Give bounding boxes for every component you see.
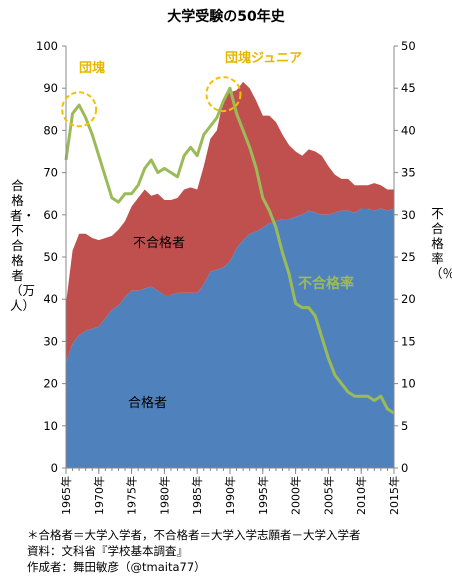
line-rejection-rate	[64, 86, 395, 415]
y-left-tick-label: 40	[43, 292, 58, 306]
y-left-tick-label: 50	[43, 250, 58, 264]
footnotes: ＊合格者＝大学入学者，不合格者＝大学入学志願者－大学入学者 資料：文科省『学校基…	[27, 527, 361, 575]
y-left-tick-label: 20	[43, 377, 58, 391]
callout-circle-dankai	[61, 91, 98, 128]
y-left-tick-label: 100	[36, 39, 58, 53]
x-tick-label: 1980年	[157, 476, 171, 515]
x-tick-label: 2010年	[354, 476, 368, 515]
axes-layer: 0 10 20 30 40 50 60 70 80 90 100 0 5 10 15 20 25 30 35 40 45…	[36, 39, 416, 515]
callout-circle-dankai-junior	[205, 76, 242, 113]
y-right-tick-label: 30	[401, 208, 416, 222]
y-left-tick-label: 0	[51, 461, 58, 475]
x-tick-label: 1995年	[256, 476, 270, 515]
y-right-tick-label: 0	[401, 461, 408, 475]
area-rejected	[66, 81, 394, 363]
y-right-tick-label: 5	[401, 419, 408, 433]
y-left-tick-label: 30	[43, 334, 58, 348]
x-tick-label: 1970年	[92, 476, 106, 515]
x-tick-label: 1965年	[59, 476, 73, 515]
x-tick-label: 2000年	[289, 476, 303, 515]
area-accepted	[66, 208, 394, 468]
y-left-tick-label: 10	[43, 419, 58, 433]
label-rate: 不合格率	[298, 275, 354, 292]
x-tick-label: 2015年	[387, 476, 401, 515]
y-right-tick-label: 40	[401, 123, 416, 137]
footnote-source: 資料：文科省『学校基本調査』	[27, 544, 188, 558]
y-right-tick-label: 50	[401, 39, 416, 53]
y-left-tick-label: 60	[43, 208, 58, 222]
y-right-tick-label: 45	[401, 81, 416, 95]
y-left-tick-label: 90	[43, 81, 58, 95]
footnote-definition: ＊合格者＝大学入学者，不合格者＝大学入学志願者－大学入学者	[27, 528, 361, 542]
x-tick-label: 1985年	[190, 476, 204, 515]
y-right-tick-label: 15	[401, 334, 416, 348]
label-rejected: 不合格者	[133, 235, 185, 251]
footnote-author: 作成者：舞田敏彦（@tmaita77）	[27, 560, 206, 574]
label-dankai-junior: 団塊ジュニア	[225, 50, 302, 66]
label-dankai: 団塊	[79, 60, 105, 76]
areas-layer	[66, 81, 394, 468]
x-tick-label: 1975年	[125, 476, 139, 515]
y-right-tick-label: 25	[401, 250, 416, 264]
y-left-tick-label: 80	[43, 123, 58, 137]
chart-title: 大学受験の50年史	[167, 9, 285, 25]
y-right-tick-label: 10	[401, 377, 416, 391]
label-accepted: 合格者	[128, 395, 167, 411]
y-right-tick-label: 35	[401, 166, 416, 180]
y-left-tick-label: 70	[43, 166, 58, 180]
y-right-tick-label: 20	[401, 292, 416, 306]
x-tick-label: 1990年	[223, 476, 237, 515]
rate-layer	[64, 86, 395, 415]
x-tick-label: 2005年	[321, 476, 335, 515]
